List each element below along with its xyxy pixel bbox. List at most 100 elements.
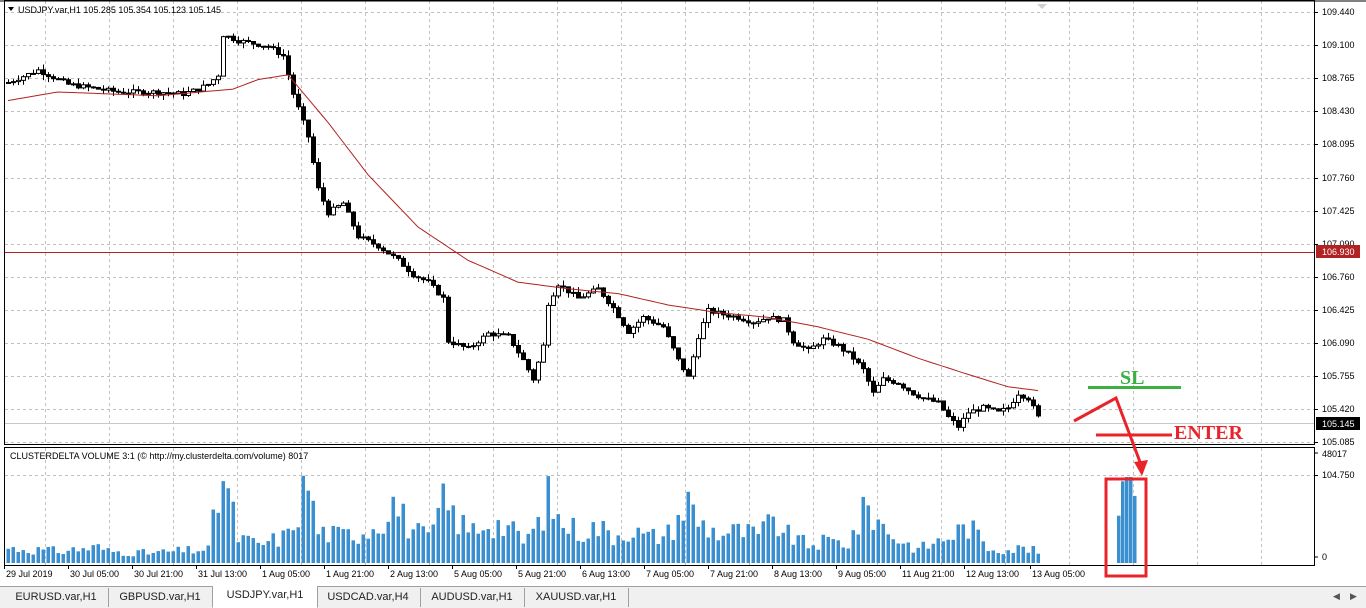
volume-bar <box>686 491 690 563</box>
candle-body <box>986 404 991 409</box>
volume-bar <box>196 551 200 563</box>
candle-body <box>391 253 396 257</box>
volume-bar <box>461 514 465 563</box>
volume-bar <box>271 533 275 563</box>
candle-body <box>651 319 656 324</box>
volume-bar <box>771 516 775 563</box>
chart-tab-bar: EURUSD.var,H1 GBPUSD.var,H1 USDJPY.var,H1 U… <box>0 586 1366 608</box>
volume-bar <box>791 544 795 563</box>
candle-body <box>946 409 951 418</box>
candle-body <box>486 332 491 337</box>
volume-bar <box>601 521 605 563</box>
candle-body <box>856 358 861 364</box>
volume-bar <box>441 483 445 563</box>
volume-axis-max: 48017 <box>1322 449 1347 459</box>
volume-bar <box>36 547 40 563</box>
candle-body <box>936 400 941 403</box>
candle-body <box>791 331 796 344</box>
candle-body <box>381 247 386 252</box>
volume-bar <box>636 527 640 563</box>
volume-bar <box>151 552 155 563</box>
candle-body <box>996 408 1001 412</box>
tab-eurusd[interactable]: EURUSD.var,H1 <box>4 588 109 607</box>
shift-marker-icon[interactable] <box>1037 4 1047 9</box>
candle-body <box>376 243 381 249</box>
volume-bar <box>31 554 35 563</box>
tab-xauusd[interactable]: XAUUSD.var,H1 <box>524 588 629 607</box>
candle-body <box>11 81 16 84</box>
tab-usdcad[interactable]: USDCAD.var,H4 <box>316 588 421 607</box>
volume-bar <box>846 548 850 563</box>
volume-bar <box>841 547 845 563</box>
volume-bar <box>796 535 800 563</box>
candle-body <box>906 387 911 392</box>
time-tick-label: 31 Jul 13:00 <box>198 569 247 579</box>
candle-body <box>691 356 696 377</box>
candle-body <box>626 324 631 334</box>
volume-bar <box>366 538 370 563</box>
volume-bar <box>126 556 130 563</box>
volume-bar <box>391 496 395 563</box>
candle-body <box>841 343 846 352</box>
candle-body <box>701 322 706 340</box>
volume-bar <box>956 524 960 563</box>
volume-bar <box>506 525 510 563</box>
candle-body <box>1006 407 1011 410</box>
volume-bar <box>881 523 885 563</box>
candle-body <box>806 346 811 349</box>
highlighted-volume-bar <box>1121 481 1125 563</box>
candle-body <box>751 322 756 325</box>
volume-bar <box>466 532 470 563</box>
time-tick-label: 9 Aug 05:00 <box>838 569 886 579</box>
indicator-title: CLUSTERDELTA VOLUME 3:1 (© http://my.clu… <box>10 451 308 461</box>
volume-bar <box>246 535 250 563</box>
candle-body <box>831 338 836 346</box>
candle-body <box>811 345 816 349</box>
volume-bar <box>421 526 425 563</box>
candle-body <box>786 317 791 333</box>
volume-bar <box>76 551 80 563</box>
volume-bar <box>301 475 305 563</box>
volume-bar <box>341 529 345 563</box>
candle-body <box>106 87 111 91</box>
volume-bar <box>386 521 390 563</box>
volume-bar <box>201 550 205 563</box>
candle-body <box>926 397 931 400</box>
candle-body <box>871 380 876 393</box>
volume-bar <box>866 505 870 563</box>
price-tick-label: 107.760 <box>1322 173 1355 183</box>
candle-body <box>26 72 31 78</box>
volume-bar <box>656 543 660 563</box>
volume-bar <box>1016 545 1020 563</box>
candle-body <box>291 74 296 95</box>
tab-gbpusd[interactable]: GBPUSD.var,H1 <box>108 588 213 607</box>
tab-audusd[interactable]: AUDUSD.var,H1 <box>420 588 525 607</box>
volume-bar <box>156 551 160 563</box>
tab-usdjpy[interactable]: USDJPY.var,H1 <box>212 586 318 608</box>
price-tick-label: 109.100 <box>1322 40 1355 50</box>
candle-body <box>476 342 481 347</box>
volume-bar <box>561 527 565 563</box>
volume-bar <box>921 541 925 563</box>
price-tick-label: 105.085 <box>1322 437 1355 447</box>
candle-body <box>616 307 621 319</box>
volume-bar <box>761 521 765 563</box>
volume-bar <box>576 540 580 563</box>
tab-scroll-left-icon[interactable]: ◀ <box>1333 591 1340 601</box>
candle-body <box>116 90 121 93</box>
candle-body <box>976 409 981 412</box>
candle-body <box>566 286 571 294</box>
tab-scroll-right-icon[interactable]: ▶ <box>1350 591 1357 601</box>
volume-bar <box>41 549 45 563</box>
candle-body <box>661 324 666 328</box>
volume-bar <box>396 516 400 563</box>
candle-body <box>31 72 36 75</box>
candle-body <box>851 351 856 360</box>
volume-bar <box>46 546 50 563</box>
candle-body <box>191 88 196 93</box>
price-tick-label: 109.440 <box>1322 7 1355 17</box>
volume-bar <box>741 537 745 563</box>
collapse-triangle-icon[interactable] <box>8 7 14 11</box>
candle-body <box>761 318 766 323</box>
chart-window[interactable]: USDJPY.var,H1 105.285 105.354 105.123 10… <box>0 0 1366 586</box>
